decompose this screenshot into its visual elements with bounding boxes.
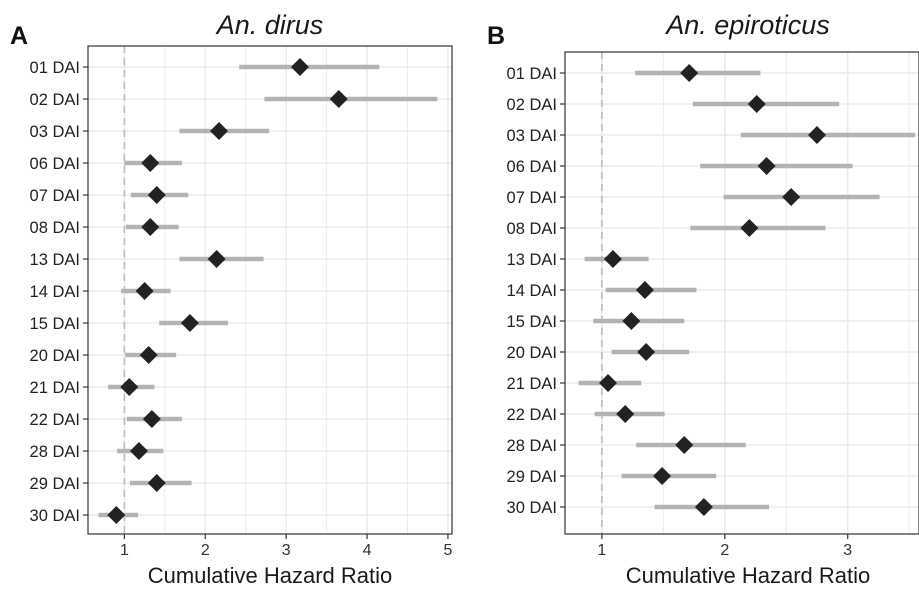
panel-b-category-label: 21 DAI [507, 375, 557, 393]
panel-a-category-label: 13 DAI [30, 251, 80, 269]
panel-b-category-label: 22 DAI [507, 406, 557, 424]
panel-b-estimate-point [675, 436, 694, 454]
panel-b-x-tick-label: 2 [720, 542, 729, 559]
panel-b-estimate-point [599, 374, 618, 392]
panel-a-category-label: 20 DAI [30, 347, 80, 365]
panel-b-category-label: 07 DAI [507, 189, 557, 207]
panel-b-estimate-point [757, 157, 776, 175]
panel-a-estimate-point [329, 90, 348, 108]
panel-b-x-axis-label: Cumulative Hazard Ratio [626, 563, 871, 588]
panel-b-estimate-point [782, 188, 801, 206]
panel-b-category-label: 29 DAI [507, 468, 557, 486]
panel-b-estimate-point [740, 219, 759, 237]
panel-a-plot-area: 01 DAI 02 DAI 03 DAI 06 DAI 07 DAI 08 DAI 13 D… [30, 45, 453, 559]
panel-b-estimate-point [680, 64, 699, 82]
panel-a-x-tick-label: 1 [120, 542, 129, 559]
panel-b-category-label: 15 DAI [507, 313, 557, 331]
panel-a-estimate-point [135, 282, 154, 300]
panel-b-x-tick-label: 1 [597, 542, 606, 559]
panel-a-estimate-point [120, 378, 139, 396]
panel-b-category-label: 02 DAI [507, 96, 557, 114]
panel-a-category-label: 30 DAI [30, 507, 80, 525]
panel-a-letter: A [10, 22, 28, 50]
panel-a-estimate-point [142, 410, 161, 428]
panel-b-background [565, 52, 919, 534]
panel-a-estimate-point [147, 474, 166, 492]
panel-a-title: An. dirus [215, 10, 324, 40]
panel-a-category-label: 28 DAI [30, 443, 80, 461]
panel-b-estimate-point [747, 95, 766, 113]
panel-a-category-label: 02 DAI [30, 91, 80, 109]
panel-b-category-label: 28 DAI [507, 437, 557, 455]
panel-b-estimate-point [653, 467, 672, 485]
panel-b: B An. epiroticus Cumulative Hazard Ratio… [487, 10, 919, 588]
panel-a-category-label: 07 DAI [30, 187, 80, 205]
panel-a-category-label: 01 DAI [30, 59, 80, 77]
panel-b-letter: B [487, 22, 505, 50]
panel-a-estimate-point [210, 122, 229, 140]
panel-a-estimate-point [147, 186, 166, 204]
panel-a-estimate-point [180, 314, 199, 332]
panel-a-estimate-point [141, 154, 160, 172]
panel-b-category-label: 03 DAI [507, 127, 557, 145]
panel-a-category-label: 08 DAI [30, 219, 80, 237]
panel-b-estimate-point [616, 405, 635, 423]
panel-a-x-tick-label: 2 [201, 542, 210, 559]
panel-b-estimate-point [637, 343, 656, 361]
panel-a-estimate-point [129, 442, 148, 460]
panel-b-category-label: 14 DAI [507, 282, 557, 300]
panel-a-category-label: 29 DAI [30, 475, 80, 493]
panel-b-estimate-point [694, 498, 713, 516]
panel-a-estimate-point [207, 250, 226, 268]
panel-b-category-label: 13 DAI [507, 251, 557, 269]
panel-a-x-axis-label: Cumulative Hazard Ratio [148, 563, 393, 588]
panel-b-border [564, 51, 919, 535]
panel-a-category-label: 22 DAI [30, 411, 80, 429]
panel-a-x-tick-label: 5 [444, 542, 453, 559]
panel-a-border [87, 45, 453, 535]
panel-a-estimate-point [141, 218, 160, 236]
panel-b-category-label: 30 DAI [507, 499, 557, 517]
panel-b-estimate-point [622, 312, 641, 330]
panel-b-x-tick-label: 3 [843, 542, 852, 559]
panel-a-estimate-point [107, 506, 126, 524]
panel-a-x-tick-label: 4 [363, 542, 372, 559]
panel-b-estimate-point [635, 281, 654, 299]
panel-a-estimate-point [139, 346, 158, 364]
panel-a-category-label: 06 DAI [30, 155, 80, 173]
panel-b-estimate-point [807, 126, 826, 144]
panel-b-category-label: 20 DAI [507, 344, 557, 362]
panel-a-category-label: 03 DAI [30, 123, 80, 141]
panel-a-x-tick-label: 3 [282, 542, 291, 559]
panel-b-category-label: 01 DAI [507, 65, 557, 83]
panel-b-title: An. epiroticus [664, 10, 830, 40]
panel-b-category-label: 06 DAI [507, 158, 557, 176]
panel-a-category-label: 21 DAI [30, 379, 80, 397]
panel-a-category-label: 15 DAI [30, 315, 80, 333]
panel-a-category-label: 14 DAI [30, 283, 80, 301]
panel-b-plot-area: 01 DAI 02 DAI 03 DAI 06 DAI 07 DAI 08 DAI 13 D… [507, 51, 919, 559]
panel-b-estimate-point [603, 250, 622, 268]
panel-b-category-label: 08 DAI [507, 220, 557, 238]
panel-a-estimate-point [290, 58, 309, 76]
panel-a: A An. dirus Cumulative Hazard Ratio 01 D… [10, 10, 453, 588]
